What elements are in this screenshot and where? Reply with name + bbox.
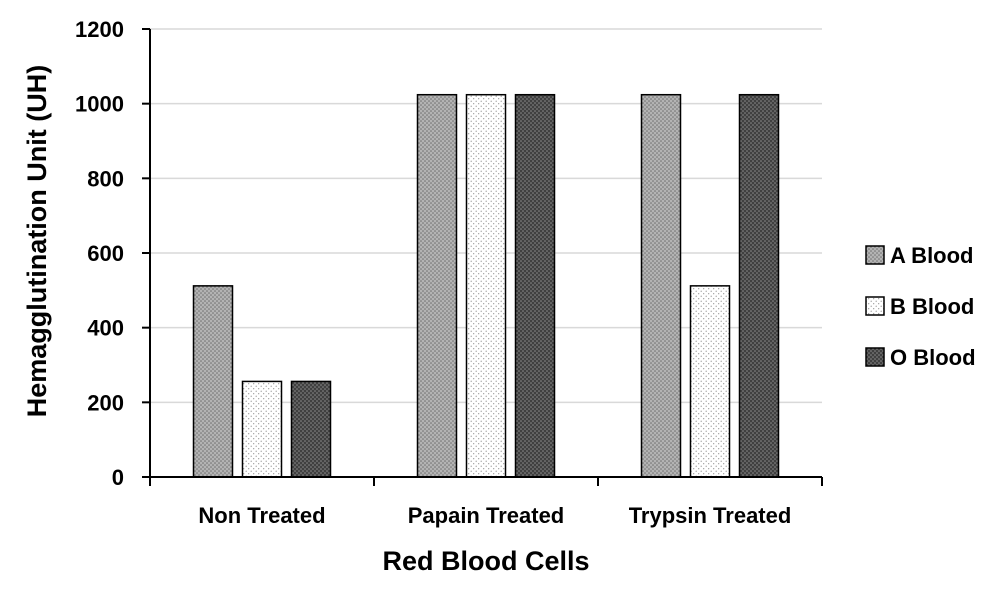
y-tick-label: 1000: [75, 92, 124, 117]
legend-swatch: [865, 245, 885, 265]
bar-b-blood-trypsin-treated: [689, 285, 731, 478]
x-axis-title: Red Blood Cells: [382, 546, 589, 576]
x-tick-label: Trypsin Treated: [629, 503, 792, 528]
legend-swatch: [865, 347, 885, 367]
legend: A Blood B Blood O Blood: [865, 243, 976, 370]
bar-b-blood-papain-treated: [465, 93, 507, 478]
y-axis-title: Hemagglutination Unit (UH): [22, 65, 52, 417]
y-tick-label: 0: [112, 465, 124, 490]
legend-swatch: [865, 296, 885, 316]
legend-label: O Blood: [890, 345, 976, 370]
legend-label: B Blood: [890, 294, 974, 319]
bar-a-blood-non-treated: [192, 285, 234, 478]
y-tick-label: 1200: [75, 17, 124, 42]
bar-o-blood-trypsin-treated: [738, 93, 780, 478]
x-tick-label: Non Treated: [198, 503, 325, 528]
bar-a-blood-trypsin-treated: [640, 93, 682, 478]
bar-o-blood-non-treated: [290, 380, 332, 478]
axes: [142, 28, 823, 486]
bar-b-blood-non-treated: [241, 380, 283, 478]
tick-labels: 0 200 400 600 800 1000 1200 Non Treated Papain T…: [75, 17, 791, 528]
y-tick-label: 600: [87, 241, 124, 266]
y-tick-label: 400: [87, 316, 124, 341]
bar-a-blood-papain-treated: [416, 93, 458, 478]
y-tick-label: 200: [87, 390, 124, 415]
y-tick-label: 800: [87, 166, 124, 191]
bar-o-blood-papain-treated: [514, 93, 556, 478]
legend-label: A Blood: [890, 243, 974, 268]
x-tick-label: Papain Treated: [408, 503, 565, 528]
bars: [192, 93, 780, 478]
